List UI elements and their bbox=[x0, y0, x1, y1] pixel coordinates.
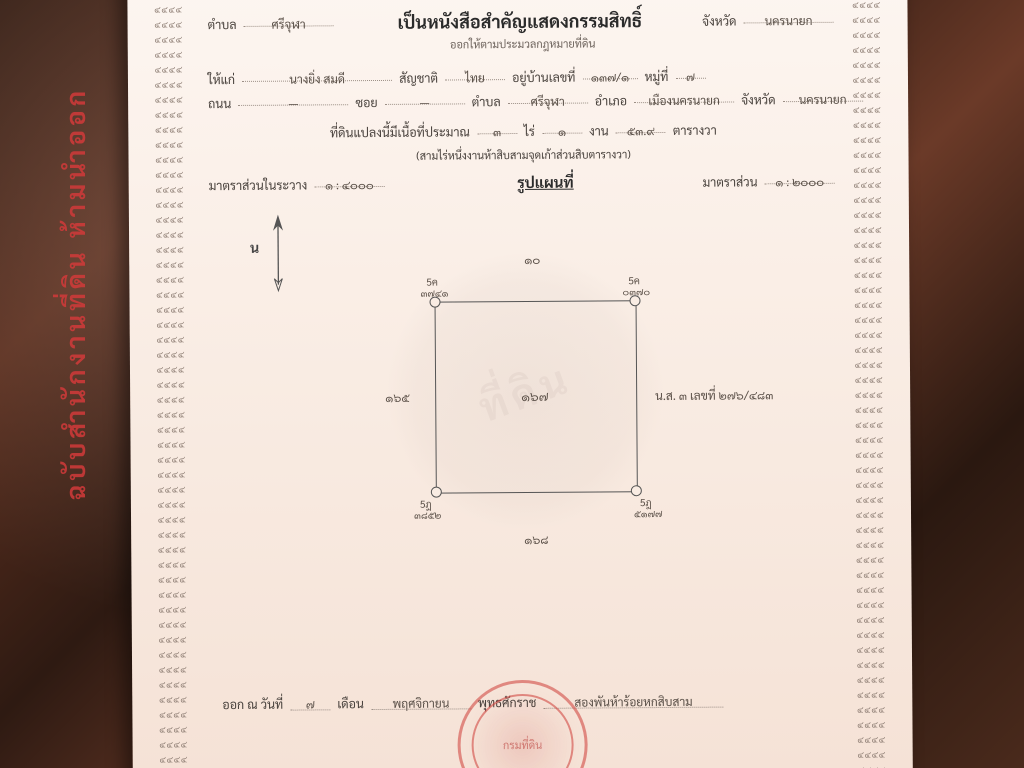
moo-label: หมู่ที่ bbox=[645, 68, 669, 84]
header-province-label: จังหวัด bbox=[702, 12, 737, 28]
scale-left-value: ๑ : ๔๐๐๐ bbox=[314, 172, 384, 187]
ornamental-border-left: ๔๔๔๔๔๔๔๔๔๔๔๔๔๔๔๔๔๔๔๔๔๔๔๔๔๔๔๔๔๔๔๔๔๔๔๔๔๔๔๔… bbox=[145, 0, 197, 768]
side-stamp-text: ฉบับสำนักงานที่ดิน ห้ามนำออก bbox=[58, 87, 92, 500]
soi-label: ซอย bbox=[355, 94, 377, 110]
road-value: — bbox=[238, 90, 348, 106]
house-no-value: ๑๓๗/๑ bbox=[582, 64, 637, 79]
province-label: จังหวัด bbox=[741, 91, 776, 107]
tambon-label: ตำบล bbox=[472, 93, 501, 109]
compass-north-label: น bbox=[250, 239, 259, 257]
road-label: ถนน bbox=[208, 95, 231, 111]
header-tambon-value: ศรีจุฬา bbox=[244, 11, 334, 27]
issue-month-label: เดือน bbox=[337, 695, 364, 711]
corner-num-bl: ๓๘๕๒ bbox=[414, 509, 441, 522]
area-prefix: ที่ดินแปลงนี้มีเนื้อที่ประมาณ bbox=[330, 123, 470, 140]
issue-prefix: ออก ณ วันที่ bbox=[222, 696, 283, 712]
soi-value: — bbox=[385, 89, 465, 105]
issue-day: ๗ bbox=[290, 695, 330, 710]
owner-line-2: ถนน — ซอย — ตำบล ศรีจุฬา อำเภอ เมืองนครน… bbox=[208, 87, 838, 115]
corner-num-br: ๕๑๗๗ bbox=[634, 507, 663, 520]
header-tambon-label: ตำบล bbox=[208, 16, 237, 32]
scale-left-label: มาตราส่วนในระวาง bbox=[209, 176, 308, 193]
parcel-number: ๑๖๗ bbox=[521, 388, 548, 405]
issue-month: พฤศจิกายน bbox=[371, 694, 471, 710]
nationality-label: สัญชาติ bbox=[399, 70, 438, 86]
scale-line: มาตราส่วนในระวาง ๑ : ๔๐๐๐ รูปแผนที่ มาตร… bbox=[209, 169, 839, 197]
title-deed-document: ๔๔๔๔๔๔๔๔๔๔๔๔๔๔๔๔๔๔๔๔๔๔๔๔๔๔๔๔๔๔๔๔๔๔๔๔๔๔๔๔… bbox=[127, 0, 913, 768]
owner-name: นางยิ่ง สมดี bbox=[242, 66, 392, 82]
neighbor-bottom: ๑๖๘ bbox=[524, 531, 548, 547]
map-title: รูปแผนที่ bbox=[517, 171, 574, 195]
ornamental-border-right: ๔๔๔๔๔๔๔๔๔๔๔๔๔๔๔๔๔๔๔๔๔๔๔๔๔๔๔๔๔๔๔๔๔๔๔๔๔๔๔๔… bbox=[843, 0, 895, 768]
ngan-label: งาน bbox=[589, 122, 609, 138]
neighbor-top: ๑๐ bbox=[524, 251, 540, 267]
neighbor-left: ๑๖๕ bbox=[385, 389, 409, 405]
header-province-value: นครนายก bbox=[743, 8, 833, 24]
tambon-value: ศรีจุฬา bbox=[508, 89, 588, 105]
amphoe-label: อำเภอ bbox=[595, 92, 627, 108]
wah-label: ตารางวา bbox=[673, 122, 717, 138]
area-wah: ๕๓.๙ bbox=[616, 118, 666, 133]
area-words: (สามไร่หนึ่งงานห้าสิบสามจุดเก้าส่วนสิบตา… bbox=[208, 141, 838, 169]
amphoe-value: เมืองนครนายก bbox=[634, 87, 734, 103]
corner-marker-br bbox=[631, 485, 642, 496]
neighbor-right: น.ส. ๓ เลขที่ ๒๗๖/๔๘๓ bbox=[655, 386, 773, 403]
corner-marker-bl bbox=[431, 487, 442, 498]
area-rai: ๓ bbox=[477, 119, 517, 134]
scale-right-value: ๑ : ๒๐๐๐ bbox=[765, 169, 835, 184]
given-to-label: ให้แก่ bbox=[208, 71, 235, 87]
nationality-value: ไทย bbox=[445, 65, 505, 80]
scale-right-label: มาตราส่วน bbox=[703, 173, 758, 189]
survey-map: ที่ดิน น ๑๖๗ 5ค ๓๗๔๑ 5ค ๐๓๗๐ 5ฎ bbox=[244, 199, 807, 583]
area-ngan: ๑ bbox=[542, 119, 582, 134]
rai-label: ไร่ bbox=[524, 123, 535, 139]
seal-text: กรมที่ดิน bbox=[503, 738, 542, 752]
document-title: เป็นหนังสือสำคัญแสดงกรรมสิทธิ์ bbox=[397, 9, 642, 35]
corner-num-tl: ๓๗๔๑ bbox=[420, 286, 448, 299]
moo-value: ๗ bbox=[675, 64, 705, 79]
corner-num-tr: ๐๓๗๐ bbox=[622, 285, 650, 298]
compass-icon: น bbox=[264, 213, 293, 297]
document-subtitle: ออกให้ตามประมวลกฎหมายที่ดิน bbox=[208, 34, 838, 53]
official-seal-icon: กรมที่ดิน bbox=[457, 680, 588, 768]
house-no-label: อยู่บ้านเลขที่ bbox=[512, 69, 575, 85]
photo-background: ฉบับสำนักงานที่ดิน ห้ามนำออก ๔๔๔๔๔๔๔๔๔๔๔… bbox=[0, 0, 1024, 768]
header-row: ตำบล ศรีจุฬา เป็นหนังสือสำคัญแสดงกรรมสิท… bbox=[207, 8, 837, 36]
